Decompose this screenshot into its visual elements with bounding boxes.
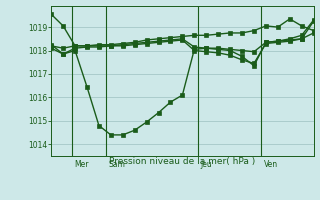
Text: Sam: Sam — [109, 160, 125, 169]
Text: Ven: Ven — [263, 160, 278, 169]
X-axis label: Pression niveau de la mer( hPa ): Pression niveau de la mer( hPa ) — [109, 157, 256, 166]
Text: Jeu: Jeu — [201, 160, 212, 169]
Text: Mer: Mer — [75, 160, 89, 169]
